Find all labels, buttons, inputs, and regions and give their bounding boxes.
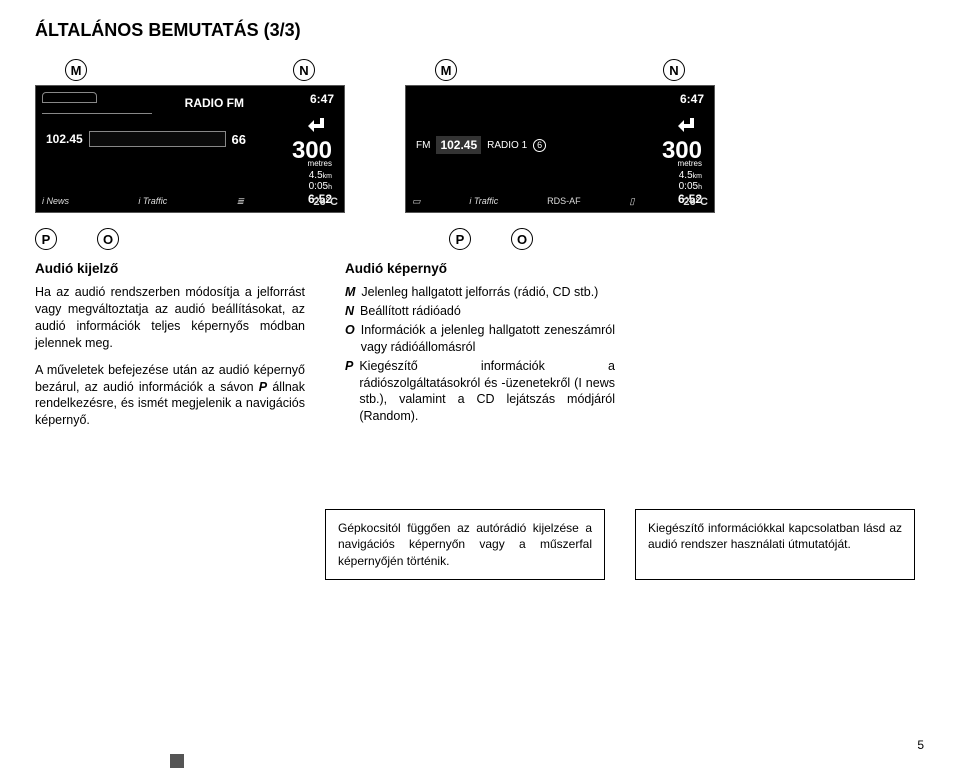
- label-N-2: N: [663, 59, 685, 81]
- screen1-nav-km: 4.5km: [292, 170, 332, 181]
- screen1-freq: 102.45: [46, 132, 83, 146]
- page-marker: [170, 754, 184, 768]
- screen1-nav-panel: 300 metres 4.5km 0:05h 6:52: [292, 114, 332, 206]
- info-box-2: Kiegészítő információkkal kapcsolatban l…: [635, 509, 915, 580]
- label-M-2: M: [435, 59, 457, 81]
- info-box-1: Gépkocsitól függően az autórádió kijelzé…: [325, 509, 605, 580]
- page-number: 5: [917, 738, 924, 752]
- right-column: Audió képernyő M Jelenleg hallgatott jel…: [345, 260, 615, 439]
- screen2-mid-row: FM 102.45 RADIO 1 6: [416, 136, 626, 154]
- screen1-mid-row: 102.45 66: [46, 131, 246, 147]
- screen2-nav-km: 4.5km: [662, 170, 702, 181]
- screen1-tabs: [42, 92, 152, 114]
- card-icon: ▯: [630, 196, 635, 208]
- po-labels-row: P O P O: [35, 228, 925, 250]
- screen1-footer: i News i Traffic ≣ 26°C: [42, 196, 338, 208]
- left-p1: Ha az audió rendszerben módosítja a jelf…: [35, 284, 305, 352]
- display-block-2: M N 6:47 FM 102.45 RADIO 1 6 300 metres …: [405, 59, 715, 213]
- screen2-freq: 102.45: [436, 136, 481, 154]
- audio-screen-2: 6:47 FM 102.45 RADIO 1 6 300 metres 4.5k…: [405, 85, 715, 213]
- screen2-station: RADIO 1: [487, 140, 527, 151]
- label-N: N: [293, 59, 315, 81]
- legend-N: N Beállított rádióadó: [345, 303, 615, 320]
- audio-screen-1: RADIO FM 6:47 102.45 66 300 metres 4.5km…: [35, 85, 345, 213]
- screen2-nav-dist: 300: [662, 141, 702, 161]
- display-screens-row: M N RADIO FM 6:47 102.45 66 300 metres 4…: [35, 59, 925, 213]
- top-labels-2: M N: [405, 59, 715, 81]
- info-boxes: Gépkocsitól függően az autórádió kijelzé…: [35, 509, 925, 580]
- left-p2: A műveletek befejezése után az audió kép…: [35, 362, 305, 430]
- screen2-footer: ▭ i Traffic RDS-AF ▯ 26°C: [412, 196, 708, 208]
- top-labels-1: M N: [35, 59, 345, 81]
- legend-O: O Információk a jelenleg hallgatott zene…: [345, 322, 615, 356]
- label-O-2: O: [511, 228, 533, 250]
- screen1-clock: 6:47: [310, 92, 334, 106]
- left-heading: Audió kijelző: [35, 260, 305, 278]
- screen2-nav-panel: 300 metres 4.5km 0:05h 6:52: [662, 114, 702, 206]
- label-M: M: [65, 59, 87, 81]
- screen1-preset: 66: [232, 132, 246, 147]
- display-block-1: M N RADIO FM 6:47 102.45 66 300 metres 4…: [35, 59, 345, 213]
- screen2-footer-traffic: i Traffic: [469, 196, 498, 208]
- legend-M: M Jelenleg hallgatott jelforrás (rádió, …: [345, 284, 615, 301]
- screen2-preset: 6: [533, 139, 546, 152]
- screen1-footer-traffic: i Traffic: [138, 196, 167, 208]
- legend-P: P Kiegészítő információk a rádiószolgált…: [345, 358, 615, 426]
- battery-icon: ▭: [412, 196, 421, 208]
- screen1-nav-time: 0:05h: [292, 181, 332, 192]
- screen2-footer-rds: RDS-AF: [547, 196, 581, 208]
- right-heading: Audió képernyő: [345, 260, 615, 278]
- screen2-footer-temp: 26°C: [683, 196, 708, 208]
- screen1-nav-dist: 300: [292, 141, 332, 161]
- text-columns: Audió kijelző Ha az audió rendszerben mó…: [35, 260, 925, 439]
- screen1-radio-title: RADIO FM: [185, 96, 244, 110]
- screen1-footer-news: i News: [42, 196, 69, 208]
- screen1-footer-temp: 26°C: [313, 196, 338, 208]
- left-column: Audió kijelző Ha az audió rendszerben mó…: [35, 260, 305, 439]
- label-O: O: [97, 228, 119, 250]
- label-P-2: P: [449, 228, 471, 250]
- label-P: P: [35, 228, 57, 250]
- screen1-tuner-bar: [89, 131, 226, 147]
- spacer-column: [655, 260, 925, 439]
- screen2-clock: 6:47: [680, 92, 704, 106]
- page-title: ÁLTALÁNOS BEMUTATÁS (3/3): [35, 20, 925, 41]
- screen2-nav-time: 0:05h: [662, 181, 702, 192]
- list-icon: ≣: [237, 196, 245, 208]
- screen2-band: FM: [416, 140, 430, 151]
